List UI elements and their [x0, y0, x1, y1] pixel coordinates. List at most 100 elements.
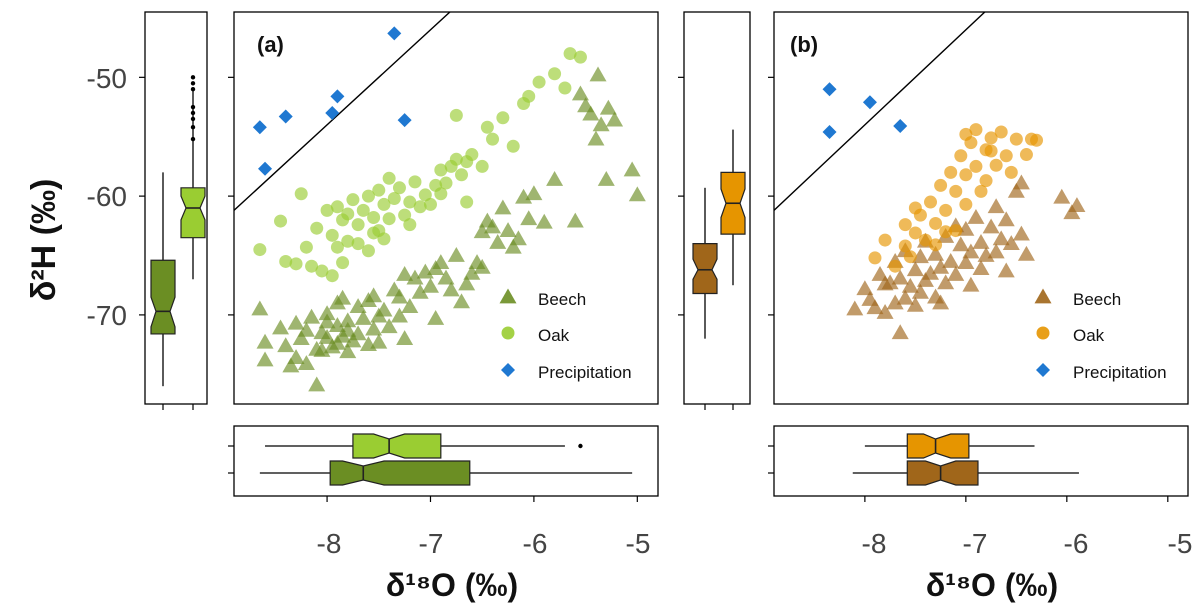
boxplot-outlier — [578, 443, 583, 449]
panel-a-oak-point — [279, 254, 293, 268]
panel-a-oak-point — [315, 264, 329, 278]
panel-b-oak-point — [974, 184, 988, 198]
legend-marker-precipitation — [1036, 363, 1050, 377]
panel-a-beech-point — [606, 111, 624, 127]
x-tick-label: -6 — [1064, 528, 1089, 559]
panel-a-beech-point — [582, 105, 600, 121]
panel-b-beech-point — [891, 269, 909, 285]
panel-a-beech-point — [287, 314, 305, 330]
panel-a-oak-point — [377, 232, 391, 246]
panel-a-beech-point — [427, 309, 445, 325]
panel-b-beech-boxplot — [692, 243, 718, 295]
panel-a-left-boxplot-frame — [144, 11, 208, 405]
panel-b-beech-point — [1053, 188, 1071, 204]
panel-b-beech-point — [906, 296, 924, 312]
panel-a-oak-point — [356, 203, 370, 217]
panel-b-beech-point — [972, 260, 990, 275]
panel-b-beech-point — [1068, 197, 1086, 212]
panel-a-oak-point — [289, 257, 303, 271]
panel-a-oak-point — [522, 89, 536, 103]
panel-a-precipitation-point — [387, 26, 402, 41]
panel-b-oak-point — [994, 125, 1008, 139]
x-tick-label: -5 — [1168, 528, 1193, 559]
panel-a-beech-point — [489, 233, 507, 249]
panel-a-beech-point — [318, 305, 336, 321]
panel-a-oak-point — [325, 269, 339, 283]
panel-a-beech-point — [427, 260, 445, 275]
panel-b-oak-point — [868, 251, 882, 265]
panel-a-oak-boxplot — [180, 187, 206, 239]
panel-b-beech-point — [1012, 225, 1030, 241]
panel-a-beech-point — [628, 186, 646, 202]
panel-b-oak-point — [939, 203, 953, 217]
panel-a-beech-point — [256, 351, 274, 367]
panel-a-oak-point — [330, 240, 344, 254]
panel-a-beech-point — [499, 222, 517, 237]
reference-line — [774, 12, 986, 211]
panel-b-beech-point — [1002, 235, 1020, 251]
panel-a-oak-point — [382, 171, 396, 185]
panel-a-beech-point — [458, 275, 476, 291]
panel-a-oak-point — [382, 212, 396, 226]
panel-a-beech-point — [303, 308, 321, 324]
panel-a-oak-point — [413, 200, 427, 214]
panel-a-beech-point — [494, 199, 512, 215]
panel-a-beech-point — [396, 266, 414, 281]
panel-b-precipitation-point — [893, 119, 908, 134]
panel-a-beech-point — [592, 116, 610, 132]
panel-a-beech-boxplot — [150, 259, 176, 335]
panel-a-beech-point — [272, 319, 290, 335]
legend-label-oak: Oak — [538, 326, 570, 345]
panel-a-oak-point — [558, 81, 572, 95]
panel-b-beech-boxplot — [906, 460, 979, 486]
panel-a-beech-point — [504, 238, 522, 254]
panel-a-oak-point — [367, 211, 381, 225]
panel-a-beech-point — [277, 337, 295, 353]
panel-b-bottom-boxplot-frame — [773, 425, 1189, 497]
x-tick-label: -8 — [317, 528, 342, 559]
panel-b-oak-point — [969, 159, 983, 173]
panel-a-precipitation-point — [278, 109, 293, 124]
legend-marker-beech — [499, 288, 517, 304]
panel-a-beech-point — [339, 343, 357, 359]
panel-a-beech-point — [370, 333, 388, 349]
panel-a-beech-point — [546, 170, 564, 186]
panel-a-beech-point — [354, 309, 372, 325]
panel-a-beech-point — [396, 330, 414, 346]
panel-a-precipitation-point — [330, 89, 345, 104]
panel-b-oak-point — [959, 168, 973, 182]
panel-b-precipitation-point — [862, 95, 877, 110]
panel-a-beech-point — [365, 320, 383, 336]
panel-a-precipitation-point — [252, 120, 267, 135]
panel-a-beech-point — [292, 330, 310, 346]
panel-a-oak-point — [496, 111, 510, 125]
y-axis-label: δ²H (‰) — [25, 179, 63, 302]
panel-a-beech-point — [520, 210, 538, 226]
panel-a-beech-point — [421, 277, 439, 293]
panel-b-beech-point — [891, 324, 909, 340]
panel-a-beech-point — [453, 293, 471, 309]
panel-a-oak-point — [351, 218, 365, 232]
panel-a-beech-point — [525, 185, 543, 201]
panel-a-beech-point — [484, 218, 502, 234]
panel-a-beech-point — [509, 230, 527, 246]
panel-a-oak-point — [403, 218, 417, 232]
panel-a-oak-point — [351, 237, 365, 251]
panel-b-left-boxplot-frame — [683, 11, 751, 405]
panel-a-oak-point — [439, 176, 453, 190]
legend-marker-precipitation — [501, 363, 515, 377]
panel-b-oak-point — [969, 123, 983, 137]
panel-a-precipitation-point — [397, 113, 412, 128]
panel-b-beech-point — [947, 266, 965, 281]
panel-a-beech-point — [282, 357, 300, 373]
panel-a-beech-point — [411, 283, 429, 299]
panel-a-oak-point — [330, 200, 344, 214]
boxplot-outlier — [190, 87, 196, 92]
panel-a-oak-point — [563, 47, 577, 61]
panel-a-beech-point — [318, 313, 336, 329]
x-tick-label: -5 — [626, 528, 651, 559]
panel-a-beech-point — [390, 288, 408, 304]
panel-b-oak-point — [939, 225, 953, 239]
panel-b-oak-point — [954, 149, 968, 163]
panel-a-beech-point — [339, 312, 357, 328]
